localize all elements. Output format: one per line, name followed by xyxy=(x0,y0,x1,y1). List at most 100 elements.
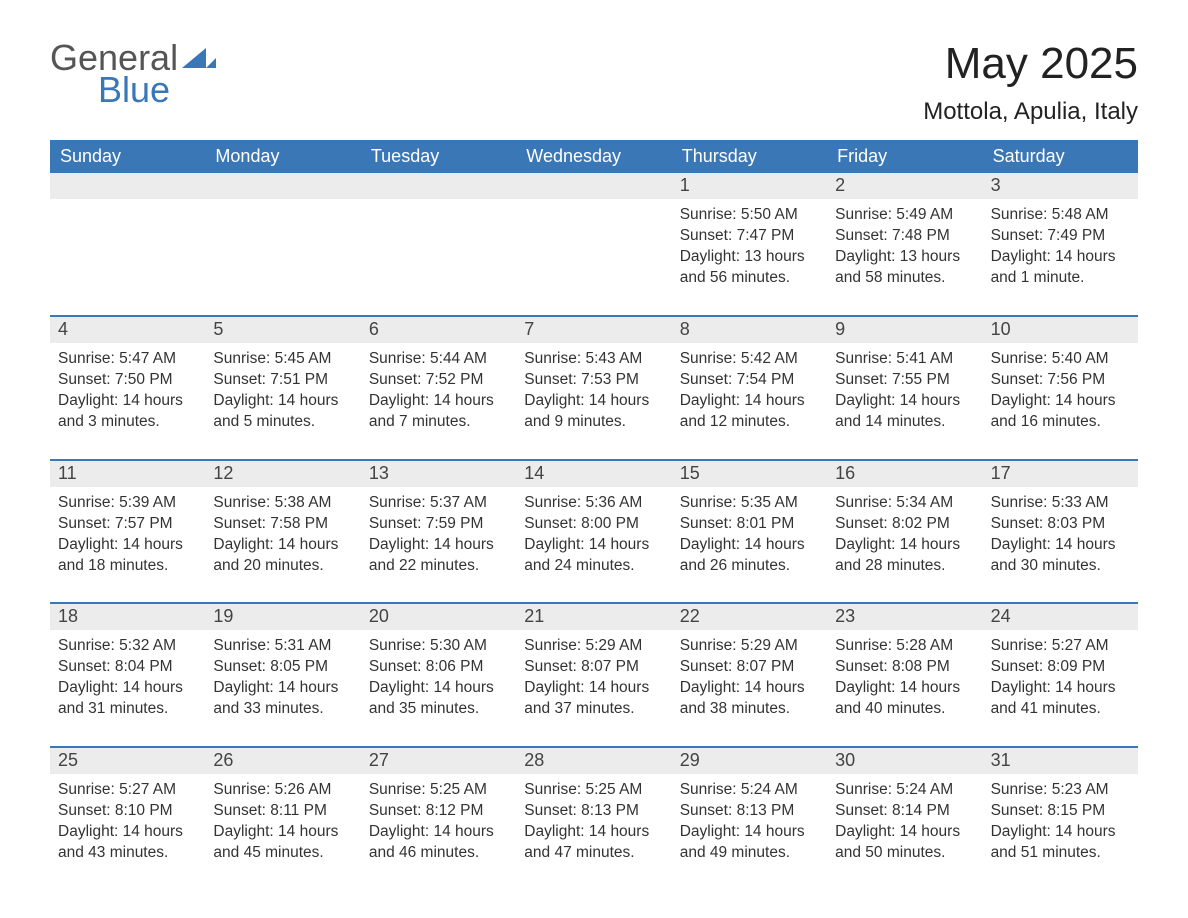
daylight-text-line2: and 22 minutes. xyxy=(369,556,508,577)
daylight-text-line2: and 47 minutes. xyxy=(524,843,663,864)
day-number: 17 xyxy=(983,461,1138,487)
day-cell xyxy=(516,199,671,315)
day-number: 14 xyxy=(516,461,671,487)
calendar-week: 25262728293031Sunrise: 5:27 AMSunset: 8:… xyxy=(50,746,1138,890)
day-cell xyxy=(50,199,205,315)
sunrise-text: Sunrise: 5:27 AM xyxy=(58,780,197,801)
day-number xyxy=(205,173,360,199)
day-number: 20 xyxy=(361,604,516,630)
calendar-page: General Blue May 2025 Mottola, Apulia, I… xyxy=(0,0,1188,918)
day-cell: Sunrise: 5:31 AMSunset: 8:05 PMDaylight:… xyxy=(205,630,360,746)
daylight-text-line1: Daylight: 14 hours xyxy=(835,678,974,699)
sunset-text: Sunset: 8:14 PM xyxy=(835,801,974,822)
daylight-text-line1: Daylight: 14 hours xyxy=(991,535,1130,556)
sunrise-text: Sunrise: 5:40 AM xyxy=(991,349,1130,370)
day-number: 4 xyxy=(50,317,205,343)
day-cell: Sunrise: 5:38 AMSunset: 7:58 PMDaylight:… xyxy=(205,487,360,603)
daylight-text-line2: and 5 minutes. xyxy=(213,412,352,433)
sunrise-text: Sunrise: 5:50 AM xyxy=(680,205,819,226)
day-cell: Sunrise: 5:45 AMSunset: 7:51 PMDaylight:… xyxy=(205,343,360,459)
sunrise-text: Sunrise: 5:48 AM xyxy=(991,205,1130,226)
daylight-text-line1: Daylight: 14 hours xyxy=(213,822,352,843)
day-cell: Sunrise: 5:48 AMSunset: 7:49 PMDaylight:… xyxy=(983,199,1138,315)
daylight-text-line1: Daylight: 14 hours xyxy=(213,391,352,412)
sunrise-text: Sunrise: 5:34 AM xyxy=(835,493,974,514)
day-number: 16 xyxy=(827,461,982,487)
daylight-text-line1: Daylight: 14 hours xyxy=(680,535,819,556)
daylight-text-line1: Daylight: 14 hours xyxy=(991,822,1130,843)
day-cell: Sunrise: 5:30 AMSunset: 8:06 PMDaylight:… xyxy=(361,630,516,746)
daylight-text-line2: and 43 minutes. xyxy=(58,843,197,864)
sunset-text: Sunset: 8:08 PM xyxy=(835,657,974,678)
sunrise-text: Sunrise: 5:42 AM xyxy=(680,349,819,370)
weekday-header: Sunday xyxy=(50,140,205,173)
sunset-text: Sunset: 8:01 PM xyxy=(680,514,819,535)
day-number: 29 xyxy=(672,748,827,774)
day-cell: Sunrise: 5:27 AMSunset: 8:09 PMDaylight:… xyxy=(983,630,1138,746)
sunrise-text: Sunrise: 5:31 AM xyxy=(213,636,352,657)
calendar-grid: Sunday Monday Tuesday Wednesday Thursday… xyxy=(50,140,1138,889)
day-cell: Sunrise: 5:33 AMSunset: 8:03 PMDaylight:… xyxy=(983,487,1138,603)
daylight-text-line1: Daylight: 14 hours xyxy=(58,391,197,412)
sunset-text: Sunset: 7:53 PM xyxy=(524,370,663,391)
calendar-week: 11121314151617Sunrise: 5:39 AMSunset: 7:… xyxy=(50,459,1138,603)
daylight-text-line2: and 1 minute. xyxy=(991,268,1130,289)
sunset-text: Sunset: 7:50 PM xyxy=(58,370,197,391)
day-cell: Sunrise: 5:41 AMSunset: 7:55 PMDaylight:… xyxy=(827,343,982,459)
day-number: 11 xyxy=(50,461,205,487)
day-number: 28 xyxy=(516,748,671,774)
day-number: 18 xyxy=(50,604,205,630)
sunset-text: Sunset: 8:07 PM xyxy=(524,657,663,678)
sunrise-text: Sunrise: 5:43 AM xyxy=(524,349,663,370)
weekday-header: Friday xyxy=(827,140,982,173)
daylight-text-line2: and 28 minutes. xyxy=(835,556,974,577)
day-cell: Sunrise: 5:36 AMSunset: 8:00 PMDaylight:… xyxy=(516,487,671,603)
daylight-text-line1: Daylight: 14 hours xyxy=(58,678,197,699)
daylight-text-line2: and 38 minutes. xyxy=(680,699,819,720)
sunrise-text: Sunrise: 5:45 AM xyxy=(213,349,352,370)
day-number: 30 xyxy=(827,748,982,774)
daylight-text-line2: and 50 minutes. xyxy=(835,843,974,864)
daylight-text-line2: and 46 minutes. xyxy=(369,843,508,864)
sunset-text: Sunset: 8:04 PM xyxy=(58,657,197,678)
day-number xyxy=(516,173,671,199)
sunset-text: Sunset: 8:03 PM xyxy=(991,514,1130,535)
sunset-text: Sunset: 7:48 PM xyxy=(835,226,974,247)
sunrise-text: Sunrise: 5:29 AM xyxy=(680,636,819,657)
sunset-text: Sunset: 7:55 PM xyxy=(835,370,974,391)
sunrise-text: Sunrise: 5:27 AM xyxy=(991,636,1130,657)
day-cell: Sunrise: 5:25 AMSunset: 8:12 PMDaylight:… xyxy=(361,774,516,890)
weekday-header-row: Sunday Monday Tuesday Wednesday Thursday… xyxy=(50,140,1138,173)
weekday-header: Monday xyxy=(205,140,360,173)
daylight-text-line1: Daylight: 14 hours xyxy=(58,535,197,556)
sunrise-text: Sunrise: 5:32 AM xyxy=(58,636,197,657)
daylight-text-line2: and 12 minutes. xyxy=(680,412,819,433)
daylight-text-line1: Daylight: 14 hours xyxy=(835,822,974,843)
daylight-text-line1: Daylight: 14 hours xyxy=(524,391,663,412)
sunrise-text: Sunrise: 5:49 AM xyxy=(835,205,974,226)
daylight-text-line2: and 26 minutes. xyxy=(680,556,819,577)
sunset-text: Sunset: 8:11 PM xyxy=(213,801,352,822)
weekday-header: Wednesday xyxy=(516,140,671,173)
daylight-text-line2: and 51 minutes. xyxy=(991,843,1130,864)
day-number xyxy=(361,173,516,199)
day-cell: Sunrise: 5:25 AMSunset: 8:13 PMDaylight:… xyxy=(516,774,671,890)
day-cell: Sunrise: 5:29 AMSunset: 8:07 PMDaylight:… xyxy=(672,630,827,746)
daylight-text-line1: Daylight: 14 hours xyxy=(680,678,819,699)
daylight-text-line2: and 56 minutes. xyxy=(680,268,819,289)
daylight-text-line1: Daylight: 14 hours xyxy=(213,678,352,699)
sunset-text: Sunset: 8:06 PM xyxy=(369,657,508,678)
day-number: 3 xyxy=(983,173,1138,199)
day-number: 1 xyxy=(672,173,827,199)
day-number: 24 xyxy=(983,604,1138,630)
daylight-text-line1: Daylight: 14 hours xyxy=(524,678,663,699)
daylight-text-line1: Daylight: 14 hours xyxy=(213,535,352,556)
sunrise-text: Sunrise: 5:25 AM xyxy=(369,780,508,801)
daylight-text-line2: and 24 minutes. xyxy=(524,556,663,577)
day-number: 22 xyxy=(672,604,827,630)
daylight-text-line2: and 3 minutes. xyxy=(58,412,197,433)
daylight-text-line2: and 49 minutes. xyxy=(680,843,819,864)
sunset-text: Sunset: 7:49 PM xyxy=(991,226,1130,247)
sunrise-text: Sunrise: 5:39 AM xyxy=(58,493,197,514)
sunset-text: Sunset: 8:10 PM xyxy=(58,801,197,822)
